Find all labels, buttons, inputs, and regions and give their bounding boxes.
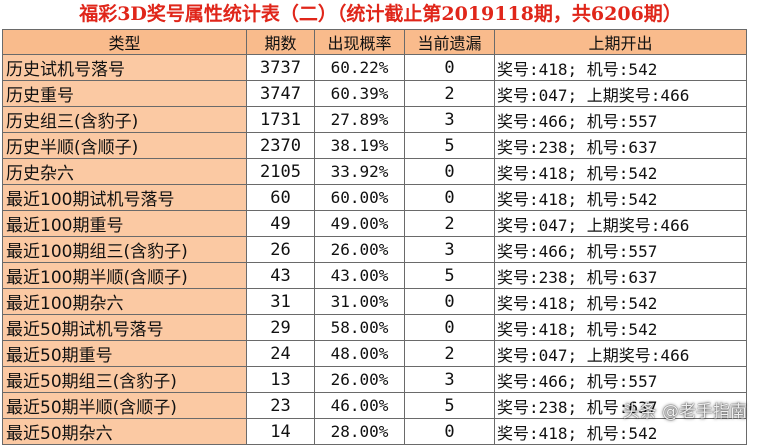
table-row: 最近50期重号 24 48.00% 2 奖号:047; 上期奖号:466 <box>2 340 747 367</box>
row-rate-cell: 48.00% <box>314 340 405 367</box>
row-miss-cell: 0 <box>404 288 495 315</box>
header-row: 类型 期数 出现概率 当前遗漏 上期开出 <box>2 29 747 55</box>
row-miss-cell: 5 <box>404 132 495 159</box>
table-row: 最近50期试机号落号 29 58.00% 0 奖号:418; 机号:542 <box>2 314 747 341</box>
row-count-cell: 13 <box>246 366 315 393</box>
row-rate-cell: 28.00% <box>314 418 405 445</box>
row-last-cell: 奖号:466; 机号:557 <box>494 106 747 133</box>
row-type-cell: 最近100期杂六 <box>2 288 247 315</box>
table-title: 福彩3D奖号属性统计表（二）（统计截止第2019118期，共6206期） <box>79 3 682 25</box>
row-count-cell: 60 <box>246 184 315 211</box>
row-type-cell: 历史组三(含豹子) <box>2 106 247 133</box>
row-miss-cell: 3 <box>404 366 495 393</box>
row-type-cell: 最近50期杂六 <box>2 418 247 445</box>
row-rate-cell: 43.00% <box>314 262 405 289</box>
row-miss-cell: 2 <box>404 80 495 107</box>
row-type-cell: 最近50期试机号落号 <box>2 314 247 341</box>
row-rate-cell: 49.00% <box>314 210 405 237</box>
row-miss-cell: 0 <box>404 158 495 185</box>
row-rate-cell: 58.00% <box>314 314 405 341</box>
table-row: 最近100期试机号落号 60 60.00% 0 奖号:418; 机号:542 <box>2 184 747 211</box>
row-type-cell: 历史重号 <box>2 80 247 107</box>
row-type-cell: 最近100期半顺(含顺子) <box>2 262 247 289</box>
row-miss-cell: 2 <box>404 340 495 367</box>
row-miss-cell: 5 <box>404 262 495 289</box>
row-type-cell: 历史试机号落号 <box>2 54 247 81</box>
table-row: 最近50期半顺(含顺子) 23 46.00% 5 奖号:238; 机号:637 <box>2 392 747 419</box>
row-last-cell: 奖号:418; 机号:542 <box>494 158 747 185</box>
row-rate-cell: 33.92% <box>314 158 405 185</box>
table-row: 历史组三(含豹子) 1731 27.89% 3 奖号:466; 机号:557 <box>2 106 747 133</box>
row-count-cell: 2105 <box>246 158 315 185</box>
row-count-cell: 26 <box>246 236 315 263</box>
row-count-cell: 3737 <box>246 54 315 81</box>
row-miss-cell: 0 <box>404 54 495 81</box>
row-count-cell: 43 <box>246 262 315 289</box>
header-last: 上期开出 <box>494 29 747 55</box>
row-last-cell: 奖号:418; 机号:542 <box>494 314 747 341</box>
row-last-cell: 奖号:047; 上期奖号:466 <box>494 210 747 237</box>
row-rate-cell: 60.39% <box>314 80 405 107</box>
row-type-cell: 历史杂六 <box>2 158 247 185</box>
row-type-cell: 最近50期组三(含豹子) <box>2 366 247 393</box>
table-row: 最近100期重号 49 49.00% 2 奖号:047; 上期奖号:466 <box>2 210 747 237</box>
row-rate-cell: 26.00% <box>314 366 405 393</box>
table-row: 最近100期组三(含豹子) 26 26.00% 3 奖号:466; 机号:557 <box>2 236 747 263</box>
row-count-cell: 3747 <box>246 80 315 107</box>
table-row: 最近100期半顺(含顺子) 43 43.00% 5 奖号:238; 机号:637 <box>2 262 747 289</box>
row-count-cell: 29 <box>246 314 315 341</box>
row-count-cell: 2370 <box>246 132 315 159</box>
header-miss: 当前遗漏 <box>404 29 495 55</box>
row-miss-cell: 3 <box>404 106 495 133</box>
row-last-cell: 奖号:418; 机号:542 <box>494 54 747 81</box>
row-rate-cell: 46.00% <box>314 392 405 419</box>
row-last-cell: 奖号:466; 机号:557 <box>494 236 747 263</box>
row-miss-cell: 5 <box>404 392 495 419</box>
row-count-cell: 31 <box>246 288 315 315</box>
row-type-cell: 最近50期半顺(含顺子) <box>2 392 247 419</box>
row-count-cell: 49 <box>246 210 315 237</box>
row-rate-cell: 60.22% <box>314 54 405 81</box>
row-count-cell: 23 <box>246 392 315 419</box>
table-row: 历史半顺(含顺子) 2370 38.19% 5 奖号:238; 机号:637 <box>2 132 747 159</box>
row-rate-cell: 60.00% <box>314 184 405 211</box>
watermark-text: 头条 @老手指南 <box>622 402 747 422</box>
header-count: 期数 <box>246 29 315 55</box>
stats-table: 类型 期数 出现概率 当前遗漏 上期开出 历史试机号落号 3737 60.22% 0 奖… <box>2 29 747 445</box>
table-row: 历史重号 3747 60.39% 2 奖号:047; 上期奖号:466 <box>2 80 747 107</box>
table-row: 历史试机号落号 3737 60.22% 0 奖号:418; 机号:542 <box>2 54 747 81</box>
row-rate-cell: 38.19% <box>314 132 405 159</box>
row-last-cell: 奖号:238; 机号:637 <box>494 262 747 289</box>
row-last-cell: 奖号:466; 机号:557 <box>494 366 747 393</box>
header-rate: 出现概率 <box>314 29 405 55</box>
table-row: 最近100期杂六 31 31.00% 0 奖号:418; 机号:542 <box>2 288 747 315</box>
row-count-cell: 1731 <box>246 106 315 133</box>
row-last-cell: 奖号:047; 上期奖号:466 <box>494 340 747 367</box>
row-miss-cell: 0 <box>404 314 495 341</box>
row-type-cell: 最近50期重号 <box>2 340 247 367</box>
row-miss-cell: 3 <box>404 236 495 263</box>
row-rate-cell: 26.00% <box>314 236 405 263</box>
row-type-cell: 最近100期试机号落号 <box>2 184 247 211</box>
table-row: 历史杂六 2105 33.92% 0 奖号:418; 机号:542 <box>2 158 747 185</box>
header-type: 类型 <box>2 29 247 55</box>
row-rate-cell: 31.00% <box>314 288 405 315</box>
row-last-cell: 奖号:418; 机号:542 <box>494 184 747 211</box>
row-miss-cell: 0 <box>404 418 495 445</box>
row-miss-cell: 0 <box>404 184 495 211</box>
row-type-cell: 最近100期组三(含豹子) <box>2 236 247 263</box>
row-last-cell: 奖号:238; 机号:637 <box>494 132 747 159</box>
row-type-cell: 最近100期重号 <box>2 210 247 237</box>
row-count-cell: 24 <box>246 340 315 367</box>
row-type-cell: 历史半顺(含顺子) <box>2 132 247 159</box>
row-miss-cell: 2 <box>404 210 495 237</box>
row-last-cell: 奖号:418; 机号:542 <box>494 418 747 445</box>
table-row: 最近50期组三(含豹子) 13 26.00% 3 奖号:466; 机号:557 <box>2 366 747 393</box>
row-last-cell: 奖号:418; 机号:542 <box>494 288 747 315</box>
table-row: 最近50期杂六 14 28.00% 0 奖号:418; 机号:542 <box>2 418 747 445</box>
row-count-cell: 14 <box>246 418 315 445</box>
row-rate-cell: 27.89% <box>314 106 405 133</box>
row-last-cell: 奖号:047; 上期奖号:466 <box>494 80 747 107</box>
